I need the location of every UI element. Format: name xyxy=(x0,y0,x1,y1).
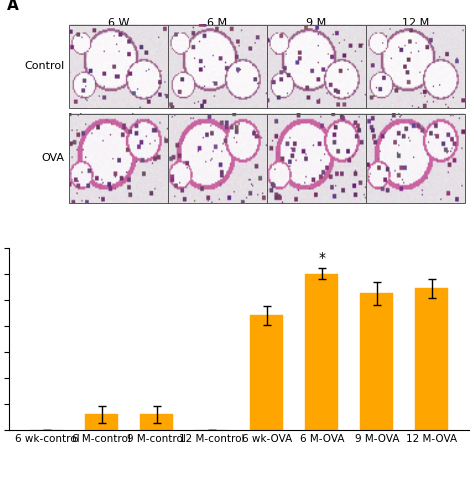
Bar xyxy=(360,294,393,430)
Text: 9 M: 9 M xyxy=(306,18,327,28)
Bar xyxy=(168,114,267,202)
Bar xyxy=(366,114,465,202)
Bar xyxy=(415,288,448,430)
Bar xyxy=(250,316,283,430)
Bar xyxy=(168,24,267,108)
Bar xyxy=(267,114,366,202)
Text: A: A xyxy=(7,0,19,13)
Text: OVA: OVA xyxy=(42,153,64,163)
Bar xyxy=(305,274,338,430)
Bar xyxy=(267,24,366,108)
Bar xyxy=(69,114,168,202)
Bar xyxy=(366,24,465,108)
Bar xyxy=(69,24,168,108)
Text: Control: Control xyxy=(24,61,64,71)
Text: 6 W: 6 W xyxy=(108,18,129,28)
Bar xyxy=(85,414,118,430)
Bar xyxy=(140,414,173,430)
Text: 12 M: 12 M xyxy=(401,18,429,28)
Text: 6 M: 6 M xyxy=(208,18,228,28)
Text: *: * xyxy=(319,252,325,266)
